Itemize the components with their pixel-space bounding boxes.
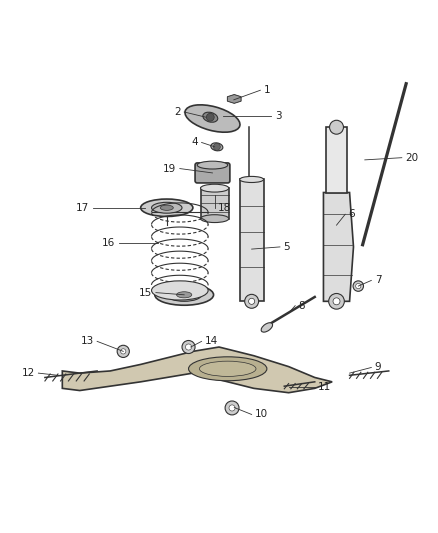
Text: 18: 18 (218, 203, 231, 213)
Circle shape (333, 298, 340, 305)
Circle shape (328, 294, 344, 309)
Ellipse shape (201, 215, 229, 223)
Text: 16: 16 (102, 238, 116, 247)
Ellipse shape (240, 176, 264, 182)
Text: 3: 3 (275, 111, 281, 122)
Polygon shape (325, 127, 347, 192)
Text: 17: 17 (76, 203, 89, 213)
Text: 7: 7 (375, 276, 381, 286)
Text: 20: 20 (405, 152, 418, 163)
Text: 10: 10 (255, 409, 268, 419)
Ellipse shape (201, 184, 229, 192)
Circle shape (213, 143, 220, 150)
Polygon shape (201, 188, 229, 219)
Text: 14: 14 (205, 336, 218, 346)
Ellipse shape (152, 203, 182, 213)
FancyBboxPatch shape (195, 163, 230, 183)
Polygon shape (228, 95, 241, 103)
Polygon shape (240, 180, 264, 301)
Text: 6: 6 (349, 209, 355, 219)
Text: 5: 5 (283, 242, 290, 252)
Text: 2: 2 (174, 107, 181, 117)
Circle shape (185, 344, 191, 350)
Circle shape (229, 405, 235, 411)
Circle shape (182, 341, 195, 353)
Ellipse shape (188, 357, 267, 381)
Text: 15: 15 (139, 288, 152, 297)
Circle shape (245, 294, 258, 308)
Ellipse shape (211, 143, 223, 151)
Text: 9: 9 (375, 362, 381, 373)
Ellipse shape (199, 361, 256, 376)
Ellipse shape (177, 292, 192, 298)
Polygon shape (323, 192, 353, 301)
Circle shape (353, 281, 364, 292)
Ellipse shape (185, 105, 240, 132)
Polygon shape (62, 347, 332, 393)
Circle shape (206, 114, 214, 121)
Ellipse shape (203, 112, 218, 122)
Text: 13: 13 (81, 336, 94, 346)
Circle shape (225, 401, 239, 415)
Circle shape (329, 120, 343, 134)
Text: 8: 8 (299, 301, 305, 311)
Polygon shape (227, 95, 241, 103)
Ellipse shape (167, 288, 201, 301)
Circle shape (356, 284, 361, 289)
Text: 1: 1 (264, 85, 270, 95)
Text: 11: 11 (318, 383, 332, 392)
Text: 4: 4 (191, 138, 198, 148)
Text: 12: 12 (21, 368, 35, 378)
Circle shape (120, 349, 126, 354)
Circle shape (117, 345, 129, 358)
Text: 19: 19 (163, 164, 177, 174)
Ellipse shape (261, 322, 272, 332)
Ellipse shape (155, 284, 214, 305)
Ellipse shape (197, 161, 228, 169)
Circle shape (249, 298, 254, 304)
Ellipse shape (141, 199, 193, 216)
Ellipse shape (152, 281, 208, 300)
Ellipse shape (160, 205, 173, 211)
